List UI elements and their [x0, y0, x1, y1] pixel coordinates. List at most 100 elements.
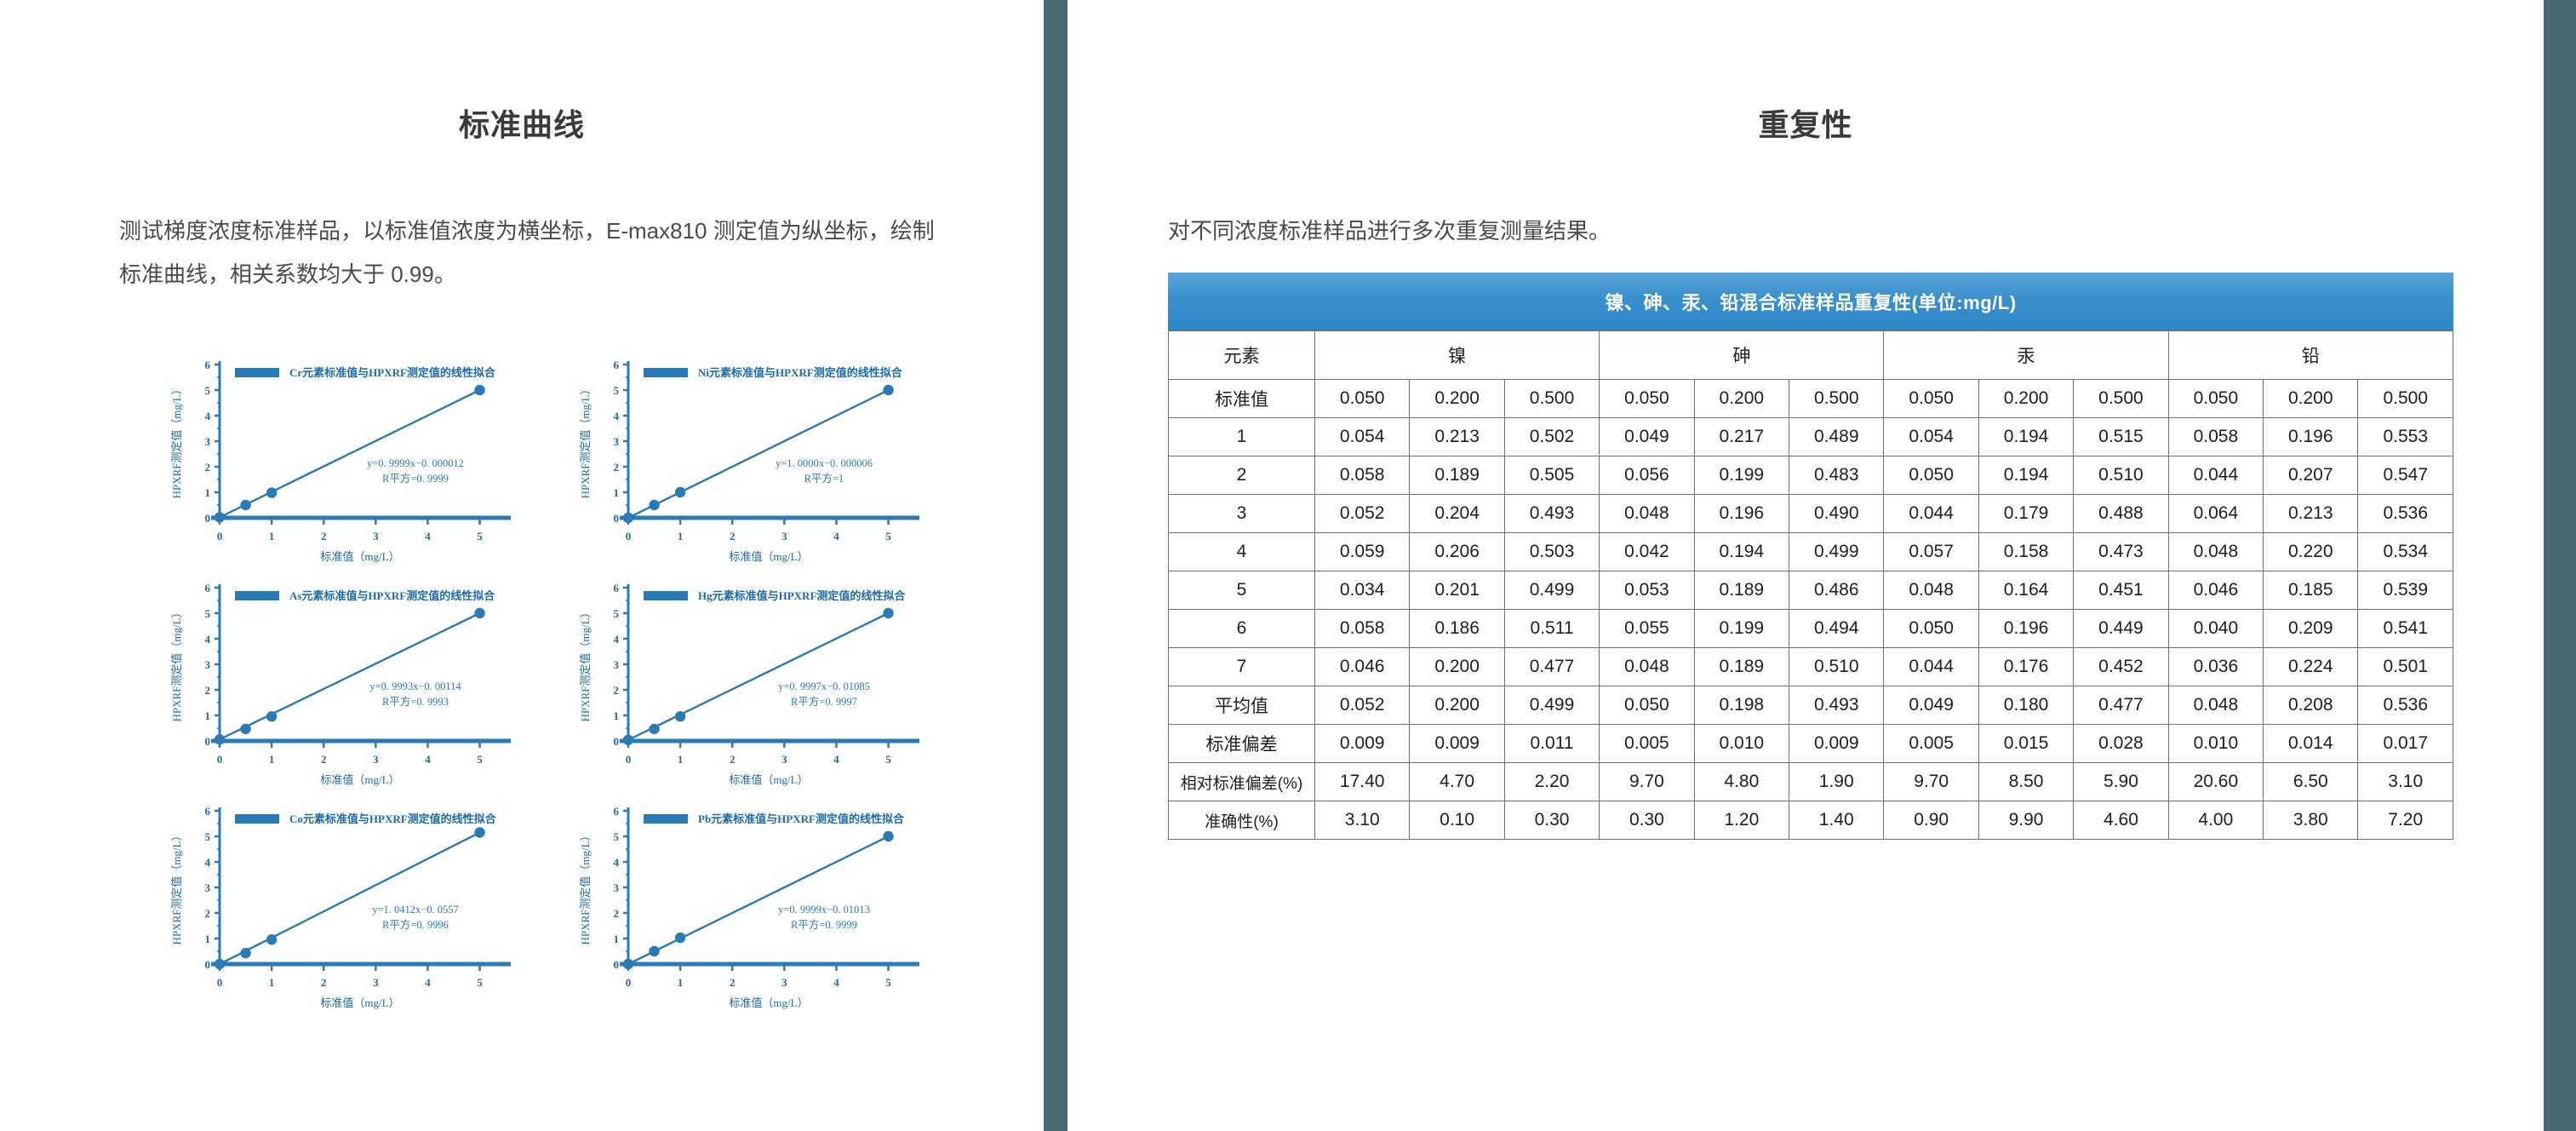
svg-text:3: 3 — [373, 976, 379, 989]
table-header-element: 元素 — [1168, 330, 1315, 380]
svg-text:4: 4 — [425, 976, 431, 989]
table-cell: 0.009 — [1409, 724, 1505, 763]
row-label: 标准偏差 — [1168, 724, 1315, 763]
svg-text:5: 5 — [477, 976, 483, 989]
table-cell: 7.20 — [2357, 801, 2453, 840]
table-cell: 0.048 — [1599, 494, 1695, 533]
svg-text:1: 1 — [205, 709, 211, 722]
table-cell: 0.502 — [1503, 417, 1600, 456]
svg-text:2: 2 — [730, 976, 736, 989]
svg-text:标准值（mg/L）: 标准值（mg/L） — [729, 550, 808, 563]
svg-text:Hg元素标准值与HPXRF测定值的线性拟合: Hg元素标准值与HPXRF测定值的线性拟合 — [698, 589, 906, 602]
table-cell: 0.488 — [2073, 494, 2169, 533]
table-cell: 0.510 — [2073, 456, 2169, 495]
table-cell: 0.494 — [1789, 609, 1885, 648]
table-cell: 0.200 — [1409, 686, 1505, 725]
table-header-group-2: 砷 — [1599, 330, 1885, 380]
table-header-group-1: 镍 — [1314, 330, 1600, 380]
row-label: 5 — [1168, 571, 1315, 610]
table-cell: 0.042 — [1599, 532, 1695, 571]
table-cell: 0.200 — [2263, 379, 2359, 418]
svg-text:5: 5 — [614, 607, 620, 620]
table-cell: 0.511 — [1503, 609, 1600, 648]
svg-text:2: 2 — [205, 684, 211, 697]
svg-text:1: 1 — [678, 530, 684, 543]
svg-text:HPXRF测定值（mg/L）: HPXRF测定值（mg/L） — [170, 830, 183, 944]
table-cell: 0.515 — [2073, 417, 2169, 456]
svg-text:5: 5 — [205, 384, 211, 397]
table-cell: 0.049 — [1883, 686, 1979, 725]
table-cell: 0.015 — [1978, 724, 2075, 763]
table-cell: 6.50 — [2263, 762, 2359, 801]
table-cell: 0.050 — [1883, 456, 1979, 495]
table-row: 3 0.052 0.204 0.493 0.048 0.196 0.490 0.044 0.17… — [1168, 494, 2453, 533]
table-row: 2 0.058 0.189 0.505 0.056 0.199 0.483 0.050 0.19… — [1168, 456, 2453, 495]
table-cell: 0.050 — [1599, 379, 1695, 418]
row-label: 1 — [1168, 417, 1315, 456]
table-row: 标准偏差 0.009 0.009 0.011 0.005 0.010 0.009 0.005 0… — [1168, 724, 2453, 763]
svg-text:4: 4 — [614, 410, 620, 422]
table-cell: 0.500 — [2073, 379, 2169, 418]
table-cell: 0.048 — [1883, 571, 1979, 610]
table-cell: 0.449 — [2073, 609, 2169, 648]
svg-text:2: 2 — [614, 461, 620, 474]
table-cell: 0.196 — [2263, 417, 2359, 456]
svg-text:As元素标准值与HPXRF测定值的线性拟合: As元素标准值与HPXRF测定值的线性拟合 — [289, 589, 495, 602]
table-cell: 0.224 — [2263, 647, 2359, 686]
row-label: 相对标准偏差(%) — [1168, 762, 1315, 801]
svg-text:6: 6 — [614, 582, 620, 594]
table-header-row: 元素镍砷汞铅 — [1168, 330, 2454, 380]
table-cell: 0.189 — [1693, 647, 1790, 686]
table-cell: 0.052 — [1314, 686, 1411, 725]
row-label: 7 — [1168, 647, 1315, 686]
table-cell: 0.010 — [1693, 724, 1790, 763]
table-cell: 0.179 — [1978, 494, 2075, 533]
table-cell: 9.70 — [1599, 762, 1695, 801]
svg-text:HPXRF测定值（mg/L）: HPXRF测定值（mg/L） — [579, 383, 592, 498]
table-cell: 8.50 — [1978, 762, 2075, 801]
table-cell: 4.60 — [2073, 801, 2169, 840]
svg-text:4: 4 — [614, 633, 620, 646]
table-cell: 0.534 — [2357, 532, 2453, 571]
table-cell: 0.451 — [2073, 571, 2169, 610]
svg-text:4: 4 — [833, 530, 839, 543]
right-panel-description: 对不同浓度标准样品进行多次重复测量结果。 — [1168, 218, 1611, 244]
row-label: 3 — [1168, 494, 1315, 533]
svg-text:2: 2 — [205, 461, 211, 474]
table-row: 准确性(%) 3.10 0.10 0.30 0.30 1.20 1.40 0.90 9.90 4.… — [1168, 801, 2453, 840]
table-cell: 0.048 — [1599, 647, 1695, 686]
svg-text:5: 5 — [614, 384, 620, 397]
svg-text:4: 4 — [205, 633, 211, 646]
table-cell: 0.200 — [1978, 379, 2075, 418]
svg-text:5: 5 — [614, 830, 620, 843]
table-cell: 0.204 — [1409, 494, 1505, 533]
svg-text:6: 6 — [614, 359, 620, 371]
svg-text:0: 0 — [626, 530, 632, 543]
svg-text:6: 6 — [205, 805, 211, 818]
table-cell: 4.00 — [2167, 801, 2264, 840]
table-cell: 1.90 — [1789, 762, 1885, 801]
svg-text:y=0. 9997x−0. 01085: y=0. 9997x−0. 01085 — [778, 680, 870, 692]
svg-text:2: 2 — [730, 753, 736, 766]
table-cell: 1.40 — [1789, 801, 1885, 840]
table-cell: 0.050 — [2167, 379, 2264, 418]
table-cell: 0.503 — [1503, 532, 1600, 571]
calibration-chart-cr: 0 1 2 3 4 5 6 0 1 2 3 4 5 Cr元素标准值与HPXRF测定值的线性拟合 y=0. 9… — [119, 341, 528, 564]
svg-text:3: 3 — [205, 435, 211, 448]
table-cell: 17.40 — [1314, 762, 1411, 801]
table-head: 元素镍砷汞铅 — [1168, 330, 2454, 380]
svg-text:2: 2 — [614, 907, 620, 920]
table-cell: 0.014 — [2263, 724, 2359, 763]
svg-text:3: 3 — [781, 976, 787, 989]
svg-text:1: 1 — [614, 486, 620, 499]
svg-text:3: 3 — [614, 881, 620, 894]
svg-text:2: 2 — [321, 753, 327, 766]
table-cell: 0.486 — [1789, 571, 1885, 610]
svg-text:Pb元素标准值与HPXRF测定值的线性拟合: Pb元素标准值与HPXRF测定值的线性拟合 — [698, 812, 905, 825]
table-cell: 0.048 — [2167, 532, 2264, 571]
table-cell: 0.500 — [2357, 379, 2453, 418]
svg-text:y=0. 9993x−0. 00114: y=0. 9993x−0. 00114 — [369, 680, 461, 692]
table-cell: 0.050 — [1883, 609, 1979, 648]
table-cell: 0.059 — [1314, 532, 1411, 571]
table-row: 5 0.034 0.201 0.499 0.053 0.189 0.486 0.048 0.16… — [1168, 571, 2453, 610]
